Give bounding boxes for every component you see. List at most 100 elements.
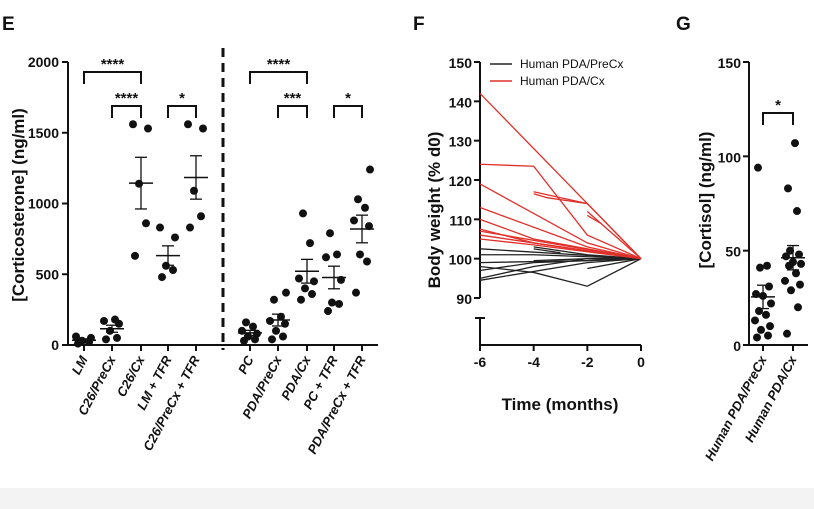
f-y-tick-label: 100 bbox=[449, 252, 473, 268]
g-data-point bbox=[757, 325, 765, 334]
g-data-point bbox=[753, 333, 761, 342]
g-data-point bbox=[765, 282, 773, 291]
g-data-point bbox=[783, 329, 791, 338]
f-y-tick-label: 140 bbox=[449, 94, 473, 110]
e-data-point bbox=[335, 299, 343, 308]
e-data-point bbox=[186, 223, 194, 232]
f-x-axis-label: Time (months) bbox=[502, 395, 619, 414]
g-y-tick-label: 100 bbox=[718, 149, 742, 165]
e-data-point bbox=[363, 257, 371, 266]
f-y-tick-label: 90 bbox=[456, 291, 472, 307]
f-y-tick-label: 150 bbox=[449, 55, 473, 71]
e-data-point bbox=[322, 253, 330, 262]
f-series-line-precx bbox=[533, 246, 642, 260]
e-data-point bbox=[129, 120, 137, 129]
f-series-line-precx bbox=[587, 258, 642, 270]
g-y-tick-label: 150 bbox=[718, 55, 742, 71]
f-x-tick-label: -6 bbox=[474, 354, 487, 370]
panel-label-e: E bbox=[2, 14, 15, 35]
e-significance-bracket bbox=[333, 105, 363, 118]
g-data-point bbox=[766, 322, 774, 331]
e-significance-bracket bbox=[249, 71, 308, 84]
f-legend-label: Human PDA/PreCx bbox=[520, 57, 623, 71]
g-data-point bbox=[762, 310, 770, 319]
e-data-point bbox=[131, 251, 139, 260]
e-data-point bbox=[100, 316, 108, 325]
e-data-point bbox=[156, 223, 164, 232]
e-data-point bbox=[270, 295, 278, 304]
e-data-point bbox=[249, 322, 257, 331]
e-data-point bbox=[199, 124, 207, 133]
panel-label-f: F bbox=[413, 14, 425, 35]
e-data-point bbox=[282, 288, 290, 297]
f-x-tick-label: -4 bbox=[527, 354, 540, 370]
e-data-point bbox=[356, 250, 364, 259]
g-data-point bbox=[791, 139, 799, 148]
f-series-line-cx bbox=[479, 183, 642, 260]
f-y-tick-label: 130 bbox=[449, 134, 473, 150]
g-y-tick-label: 0 bbox=[733, 338, 741, 354]
f-series-line-cx bbox=[586, 210, 642, 260]
e-data-point bbox=[142, 219, 150, 228]
e-significance-label: * bbox=[345, 90, 351, 107]
f-series-line-cx bbox=[479, 163, 642, 260]
e-data-point bbox=[244, 332, 252, 341]
g-data-point bbox=[796, 280, 804, 289]
f-y-tick-label: 110 bbox=[449, 212, 472, 228]
g-data-point bbox=[756, 263, 764, 272]
e-significance-label: * bbox=[179, 90, 185, 107]
e-y-axis-label: [Corticosterone] (ng/ml) bbox=[9, 108, 28, 302]
e-data-point bbox=[102, 335, 110, 344]
bottom-band bbox=[0, 488, 814, 509]
e-data-point bbox=[361, 203, 369, 212]
f-series-line-precx bbox=[533, 248, 561, 254]
e-data-point bbox=[308, 290, 316, 299]
e-data-point bbox=[144, 124, 152, 133]
g-data-point bbox=[784, 184, 792, 193]
f-series-line-precx bbox=[479, 258, 642, 272]
e-y-tick-label: 500 bbox=[36, 266, 60, 282]
e-data-point bbox=[366, 165, 374, 174]
e-significance-label: **** bbox=[115, 90, 139, 107]
e-data-point bbox=[299, 209, 307, 218]
e-significance-bracket bbox=[167, 105, 197, 118]
g-data-point bbox=[767, 299, 775, 308]
e-data-point bbox=[171, 233, 179, 242]
e-data-point bbox=[111, 315, 119, 324]
f-series-line-precx bbox=[533, 258, 641, 262]
e-data-point bbox=[310, 277, 318, 286]
f-x-tick-label: 0 bbox=[637, 354, 645, 370]
e-data-point bbox=[297, 295, 305, 304]
f-series-line-cx bbox=[479, 234, 642, 260]
g-data-point bbox=[786, 246, 794, 255]
e-data-point bbox=[352, 288, 360, 297]
g-data-point bbox=[797, 259, 805, 268]
e-data-point bbox=[279, 332, 287, 341]
f-series-line-precx bbox=[479, 258, 642, 287]
e-y-tick-label: 0 bbox=[51, 337, 59, 353]
f-y-tick-label: 120 bbox=[449, 173, 473, 189]
g-y-tick-label: 50 bbox=[725, 244, 741, 260]
g-data-point bbox=[752, 290, 760, 299]
e-significance-bracket bbox=[111, 105, 142, 118]
e-data-point bbox=[365, 222, 373, 231]
e-data-point bbox=[268, 335, 276, 344]
g-y-axis-label: [Cortisol] (ng/ml) bbox=[696, 132, 715, 269]
f-y-axis-label: Body weight (% d0) bbox=[425, 132, 444, 289]
e-y-tick-label: 2000 bbox=[28, 54, 59, 70]
e-x-tick-label: PC bbox=[235, 353, 257, 377]
g-significance-label: * bbox=[775, 97, 781, 114]
e-data-point bbox=[266, 316, 274, 325]
g-data-point bbox=[793, 207, 801, 216]
g-data-point bbox=[792, 269, 800, 278]
e-x-tick-label: LM bbox=[69, 352, 92, 377]
e-significance-bracket bbox=[277, 105, 308, 118]
g-data-point bbox=[764, 331, 772, 340]
e-data-point bbox=[169, 266, 177, 275]
e-data-point bbox=[350, 216, 358, 225]
e-data-point bbox=[272, 326, 280, 335]
g-data-point bbox=[781, 276, 789, 285]
e-data-point bbox=[354, 195, 362, 204]
